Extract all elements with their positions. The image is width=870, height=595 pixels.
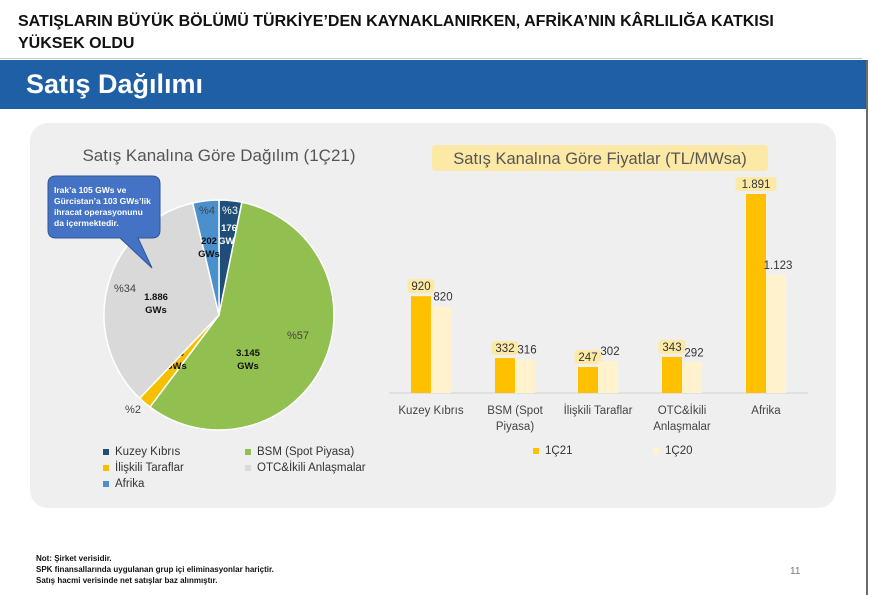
category-label: OTC&İkili (658, 404, 707, 417)
pie-value-label: GWs (145, 305, 167, 316)
bar-legend-item: 1Ç21 (533, 445, 573, 457)
bar (495, 358, 515, 393)
legend-swatch-1c21 (533, 447, 539, 454)
legend-label: Kuzey Kıbrıs (115, 446, 181, 458)
bar (515, 359, 535, 393)
right-border (866, 60, 868, 595)
header-divider (0, 58, 862, 59)
callout-text: Gürcistan’a 103 GWs’lik (54, 196, 151, 206)
bar-legend-item: 1Ç20 (653, 445, 693, 457)
section-title: Satış Dağılımı (26, 69, 204, 99)
bar-chart-title: Satış Kanalına Göre Fiyatlar (TL/MWsa) (453, 150, 746, 168)
legend-label: BSM (Spot Piyasa) (257, 446, 355, 458)
category-label: Anlaşmalar (653, 421, 711, 433)
callout-text: Irak’a 105 GWs ve (54, 185, 127, 195)
pie-legend-item: İlişkili Taraflar (103, 462, 184, 474)
legend-swatch-afrika (103, 480, 109, 487)
pie-percent-label: %3 (222, 205, 238, 217)
bar (411, 296, 431, 393)
pie-legend-item: OTC&İkili Anlaşmalar (245, 462, 366, 474)
legend-swatch-otc (245, 464, 251, 471)
bar-chart-title-highlight (432, 145, 768, 171)
footnote: Satış hacmi verisinde net satışlar baz a… (36, 576, 218, 585)
headline-line-2: YÜKSEK OLDU (18, 35, 135, 52)
pie-slice (148, 201, 335, 431)
pie-percent-label: %34 (114, 283, 136, 295)
data-label: 820 (433, 292, 452, 304)
bar (662, 356, 682, 393)
bar-chart-title-group: Satış Kanalına Göre Fiyatlar (TL/MWsa) (432, 145, 768, 171)
data-label-highlight (735, 177, 777, 191)
bar (746, 194, 766, 393)
category-label: İlişkili Taraflar (564, 404, 633, 417)
callout-text: da içermektedir. (54, 218, 119, 228)
footnotes: Not: Şirket verisidir. SPK finansalların… (36, 553, 274, 586)
page-number: 11 (790, 566, 801, 577)
legend-label: 1Ç20 (665, 445, 693, 457)
pie-slice (103, 202, 220, 400)
bar (598, 361, 618, 393)
data-label-highlight (658, 339, 686, 354)
data-label: 292 (684, 347, 703, 359)
category-label: Afrika (751, 405, 781, 417)
callout-bubble (47, 175, 161, 269)
pie-percent-label: %4 (199, 205, 215, 217)
pie-chart-title: Satış Kanalına Göre Dağılım (1Ç21) (82, 146, 355, 165)
pie-value-label: 3.145 (236, 348, 260, 359)
pie-legend-item: Kuzey Kıbrıs (103, 446, 180, 458)
pie-value-label: 176 (221, 223, 237, 234)
category-label: BSM (Spot (487, 405, 543, 417)
data-label-highlight (407, 279, 435, 294)
pie-percent-label: %2 (125, 404, 141, 416)
pie-chart: %3176GWs%573.145GWs%2103GWs%341.886GWs%4… (103, 199, 335, 431)
data-label: 302 (600, 346, 619, 358)
pie-value-label: GWs (198, 249, 220, 260)
headline-line-1: SATIŞLARIN BÜYÜK BÖLÜMÜ TÜRKİYE’DEN KAYN… (18, 13, 774, 30)
pie-value-label: 202 (201, 236, 217, 247)
pie-value-label: GWs (218, 236, 240, 247)
data-label-highlight (491, 341, 519, 356)
pie-legend-item: BSM (Spot Piyasa) (245, 446, 354, 458)
data-label: 1.891 (742, 179, 771, 191)
data-label: 1.123 (764, 260, 793, 272)
pie-slice (191, 199, 220, 316)
legend-swatch-kuzey-kibris (103, 448, 109, 455)
footnote: SPK finansallarında uygulanan grup içi e… (36, 565, 274, 574)
pie-value-label: GWs (165, 361, 187, 372)
data-label: 316 (517, 345, 536, 357)
callout-text: ihracat operasyonunu (54, 207, 143, 217)
bar (431, 306, 451, 393)
category-label: Piyasa) (496, 421, 535, 433)
legend-swatch-1c20 (653, 447, 659, 454)
data-label: 343 (662, 342, 681, 354)
legend-label: İlişkili Taraflar (115, 462, 184, 474)
bar (682, 362, 702, 393)
pie-value-label: GWs (237, 361, 259, 372)
section-title-bar: Satış Dağılımı (0, 60, 866, 109)
pie-legend-item: Afrika (103, 478, 144, 490)
bar (766, 274, 786, 393)
headline: SATIŞLARIN BÜYÜK BÖLÜMÜ TÜRKİYE’DEN KAYN… (18, 11, 858, 55)
legend-label: OTC&İkili Anlaşmalar (257, 462, 366, 474)
legend-label: 1Ç21 (545, 445, 573, 457)
pie-percent-label: %57 (287, 330, 309, 342)
legend-label: Afrika (115, 478, 145, 490)
data-label: 332 (495, 343, 514, 355)
data-label-highlight (574, 350, 602, 365)
legend-swatch-iliskili (103, 464, 109, 471)
category-label: Kuzey Kıbrıs (398, 405, 463, 417)
footnote: Not: Şirket verisidir. (36, 554, 112, 563)
legend-swatch-bsm (245, 448, 251, 455)
bar (578, 367, 598, 393)
data-label: 247 (578, 352, 597, 364)
data-label: 920 (411, 281, 430, 293)
pie-value-label: 1.886 (144, 292, 168, 303)
